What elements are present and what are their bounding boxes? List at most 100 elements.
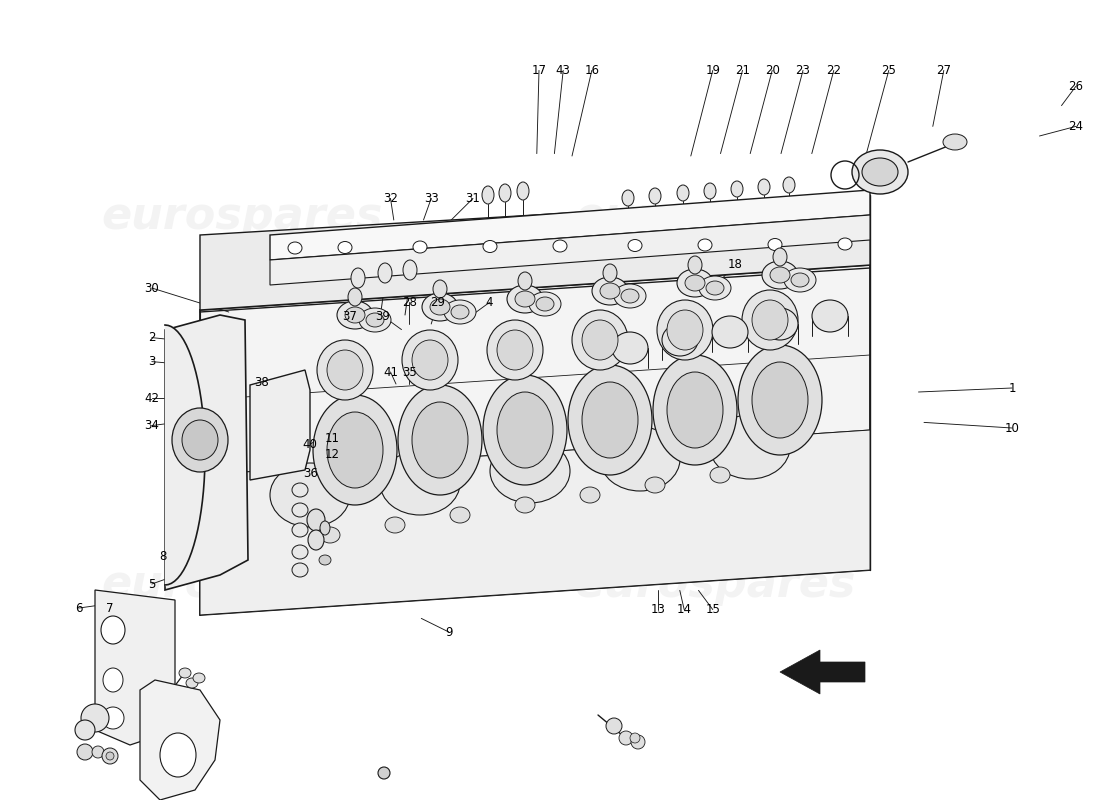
Ellipse shape bbox=[359, 308, 390, 332]
Ellipse shape bbox=[308, 530, 324, 550]
Ellipse shape bbox=[662, 324, 698, 356]
Text: 30: 30 bbox=[144, 282, 159, 294]
Ellipse shape bbox=[614, 284, 646, 308]
Text: 2: 2 bbox=[148, 331, 155, 344]
Ellipse shape bbox=[385, 517, 405, 533]
Ellipse shape bbox=[592, 277, 628, 305]
Ellipse shape bbox=[102, 748, 118, 764]
Ellipse shape bbox=[600, 283, 620, 299]
Text: 18: 18 bbox=[727, 258, 742, 270]
Ellipse shape bbox=[600, 427, 680, 491]
Ellipse shape bbox=[103, 668, 123, 692]
Ellipse shape bbox=[812, 300, 848, 332]
Ellipse shape bbox=[698, 239, 712, 251]
Ellipse shape bbox=[327, 350, 363, 390]
Ellipse shape bbox=[762, 308, 798, 340]
Text: 11: 11 bbox=[324, 432, 340, 445]
Ellipse shape bbox=[186, 678, 198, 688]
Text: 34: 34 bbox=[144, 419, 159, 432]
Ellipse shape bbox=[768, 238, 782, 250]
Text: 42: 42 bbox=[144, 392, 159, 405]
Ellipse shape bbox=[490, 439, 570, 503]
Ellipse shape bbox=[710, 467, 730, 483]
Ellipse shape bbox=[433, 280, 447, 298]
Ellipse shape bbox=[337, 301, 373, 329]
Ellipse shape bbox=[412, 241, 427, 253]
Ellipse shape bbox=[698, 276, 732, 300]
Ellipse shape bbox=[518, 272, 532, 290]
Text: 15: 15 bbox=[705, 603, 720, 616]
Ellipse shape bbox=[422, 293, 458, 321]
Ellipse shape bbox=[621, 289, 639, 303]
Ellipse shape bbox=[351, 268, 365, 288]
Ellipse shape bbox=[348, 288, 362, 306]
Ellipse shape bbox=[320, 527, 340, 543]
Ellipse shape bbox=[292, 563, 308, 577]
Ellipse shape bbox=[483, 375, 566, 485]
Text: 41: 41 bbox=[383, 366, 398, 378]
Polygon shape bbox=[165, 315, 248, 590]
Ellipse shape bbox=[77, 744, 94, 760]
Ellipse shape bbox=[580, 487, 600, 503]
Ellipse shape bbox=[179, 668, 191, 678]
Ellipse shape bbox=[338, 242, 352, 254]
Polygon shape bbox=[200, 430, 870, 615]
Text: 19: 19 bbox=[705, 64, 720, 77]
Ellipse shape bbox=[631, 735, 645, 749]
Text: 38: 38 bbox=[254, 376, 270, 389]
Ellipse shape bbox=[483, 241, 497, 253]
Ellipse shape bbox=[320, 521, 330, 535]
Ellipse shape bbox=[688, 256, 702, 274]
Text: 5: 5 bbox=[148, 578, 155, 590]
Ellipse shape bbox=[657, 300, 713, 360]
Ellipse shape bbox=[497, 392, 553, 468]
Ellipse shape bbox=[667, 372, 723, 448]
Ellipse shape bbox=[172, 408, 228, 472]
Ellipse shape bbox=[482, 186, 494, 204]
Ellipse shape bbox=[612, 332, 648, 364]
Ellipse shape bbox=[487, 320, 543, 380]
Ellipse shape bbox=[762, 261, 798, 289]
Text: 3: 3 bbox=[148, 355, 155, 368]
Text: 6: 6 bbox=[76, 602, 82, 614]
Ellipse shape bbox=[621, 190, 634, 206]
Ellipse shape bbox=[92, 746, 104, 758]
Ellipse shape bbox=[645, 477, 665, 493]
Ellipse shape bbox=[101, 616, 125, 644]
Ellipse shape bbox=[603, 264, 617, 282]
Polygon shape bbox=[250, 370, 310, 480]
Text: eurospares: eurospares bbox=[101, 194, 383, 238]
Text: 1: 1 bbox=[1009, 382, 1015, 394]
Text: 17: 17 bbox=[531, 64, 547, 77]
Text: 13: 13 bbox=[650, 603, 666, 616]
Ellipse shape bbox=[75, 720, 95, 740]
Ellipse shape bbox=[307, 509, 324, 531]
Ellipse shape bbox=[676, 185, 689, 201]
Text: 33: 33 bbox=[424, 192, 439, 205]
Text: 20: 20 bbox=[764, 64, 780, 77]
Ellipse shape bbox=[628, 239, 642, 251]
Ellipse shape bbox=[292, 523, 308, 537]
Ellipse shape bbox=[378, 767, 390, 779]
Ellipse shape bbox=[327, 412, 383, 488]
Text: 35: 35 bbox=[402, 366, 417, 378]
Ellipse shape bbox=[379, 451, 460, 515]
Ellipse shape bbox=[685, 275, 705, 291]
Ellipse shape bbox=[770, 267, 790, 283]
Ellipse shape bbox=[517, 182, 529, 200]
Ellipse shape bbox=[738, 345, 822, 455]
Ellipse shape bbox=[507, 285, 543, 313]
Text: eurospares: eurospares bbox=[101, 562, 383, 606]
Polygon shape bbox=[95, 590, 175, 745]
Ellipse shape bbox=[292, 503, 308, 517]
Text: 36: 36 bbox=[302, 467, 318, 480]
Text: 37: 37 bbox=[342, 310, 358, 322]
Ellipse shape bbox=[515, 497, 535, 513]
Ellipse shape bbox=[619, 731, 632, 745]
Polygon shape bbox=[200, 265, 870, 615]
Ellipse shape bbox=[192, 673, 205, 683]
Ellipse shape bbox=[773, 248, 786, 266]
Ellipse shape bbox=[943, 134, 967, 150]
Polygon shape bbox=[270, 190, 870, 260]
Ellipse shape bbox=[450, 507, 470, 523]
